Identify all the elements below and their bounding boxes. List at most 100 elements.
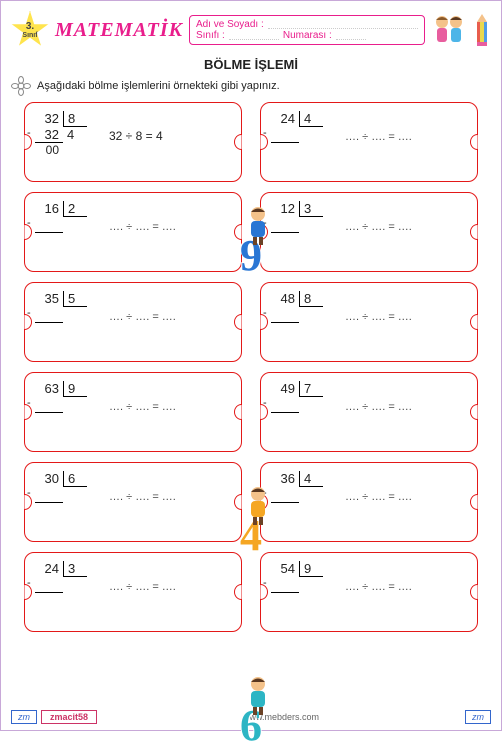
minus-sign: -: [27, 487, 31, 499]
quotient-blank[interactable]: [63, 577, 71, 593]
dividend: 63: [35, 381, 63, 397]
divisor: 2: [63, 201, 87, 217]
long-division[interactable]: 24 4 -: [271, 111, 331, 143]
blank-equation[interactable]: …. ÷ …. = ….: [109, 311, 176, 323]
instruction-row: Aşağıdaki bölme işlemlerini örnekteki gi…: [11, 76, 491, 96]
blank-equation[interactable]: …. ÷ …. = ….: [109, 491, 176, 503]
subtract-blank[interactable]: [271, 577, 299, 593]
long-division[interactable]: 24 3 -: [35, 561, 95, 593]
divisor: 8: [299, 291, 323, 307]
blank-equation[interactable]: …. ÷ …. = ….: [109, 221, 176, 233]
quotient-blank[interactable]: [299, 127, 307, 143]
problem-card: 48 8 - …. ÷ …. = ….: [260, 282, 478, 362]
child-icon: [234, 672, 282, 720]
blank-equation[interactable]: …. ÷ …. = ….: [345, 491, 412, 503]
class-label: Sınıfı :: [196, 30, 225, 41]
subtract-blank[interactable]: [271, 307, 299, 323]
quotient-blank[interactable]: [63, 487, 71, 503]
subtract-blank[interactable]: [35, 307, 63, 323]
decoration-6: 6: [240, 700, 262, 751]
example-card: 32 8 - 32 4 00 32 ÷ 8 = 4: [24, 102, 242, 182]
quotient-blank[interactable]: [63, 397, 71, 413]
long-division[interactable]: 30 6 -: [35, 471, 95, 503]
subtract-blank[interactable]: [271, 127, 299, 143]
subtract-blank[interactable]: [35, 577, 63, 593]
quotient-blank[interactable]: [299, 397, 307, 413]
instruction-text: Aşağıdaki bölme işlemlerini örnekteki gi…: [37, 80, 280, 92]
blank-equation[interactable]: …. ÷ …. = ….: [345, 311, 412, 323]
header: 3. Sınıf MATEMATİK Adı ve Soyadı : Sınıf…: [11, 11, 491, 49]
subject-title: MATEMATİK: [55, 19, 183, 42]
problem-card: 49 7 - …. ÷ …. = ….: [260, 372, 478, 452]
divisor: 3: [299, 201, 323, 217]
minus-sign: -: [263, 127, 267, 139]
quotient-blank[interactable]: [299, 487, 307, 503]
student-info-box: Adı ve Soyadı : Sınıfı : Numarası :: [189, 15, 425, 45]
blank-equation[interactable]: …. ÷ …. = ….: [345, 401, 412, 413]
number-field[interactable]: [336, 30, 366, 40]
divisor: 6: [63, 471, 87, 487]
blank-equation[interactable]: …. ÷ …. = ….: [109, 581, 176, 593]
minus-sign: -: [263, 397, 267, 409]
subtract-blank[interactable]: [35, 487, 63, 503]
subtract-blank[interactable]: [35, 217, 63, 233]
quotient-blank[interactable]: [63, 307, 71, 323]
footer-badge-left: zm: [11, 710, 37, 724]
class-field[interactable]: [229, 30, 279, 40]
decoration-9: 9: [240, 230, 262, 281]
dividend: 24: [35, 561, 63, 577]
long-division[interactable]: 16 2 -: [35, 201, 95, 233]
remainder: 00: [35, 143, 63, 157]
long-division[interactable]: 35 5 -: [35, 291, 95, 323]
minus-sign: -: [27, 217, 31, 229]
problem-card: 24 3 - …. ÷ …. = ….: [24, 552, 242, 632]
subtract-value: 32: [35, 127, 63, 143]
long-division[interactable]: 63 9 -: [35, 381, 95, 413]
page-title: BÖLME İŞLEMİ: [11, 57, 491, 72]
blank-equation[interactable]: …. ÷ …. = ….: [109, 401, 176, 413]
long-division[interactable]: 48 8 -: [271, 291, 331, 323]
quotient-blank[interactable]: [299, 217, 307, 233]
number-label: Numarası :: [283, 30, 332, 41]
grade-badge: 3. Sınıf: [11, 11, 49, 49]
subtract-blank[interactable]: [35, 397, 63, 413]
blank-equation[interactable]: …. ÷ …. = ….: [345, 581, 412, 593]
problem-card: 12 3 - …. ÷ …. = ….: [260, 192, 478, 272]
worksheet-page: 3. Sınıf MATEMATİK Adı ve Soyadı : Sınıf…: [0, 0, 502, 731]
quotient-blank[interactable]: [299, 577, 307, 593]
problem-card: 30 6 - …. ÷ …. = ….: [24, 462, 242, 542]
minus-sign: -: [263, 307, 267, 319]
dividend: 54: [271, 561, 299, 577]
long-division[interactable]: 49 7 -: [271, 381, 331, 413]
divisor: 7: [299, 381, 323, 397]
quotient-blank[interactable]: [63, 217, 71, 233]
dividend: 30: [35, 471, 63, 487]
dividend: 48: [271, 291, 299, 307]
blank-equation[interactable]: …. ÷ …. = ….: [345, 131, 412, 143]
problem-card: 35 5 - …. ÷ …. = ….: [24, 282, 242, 362]
dividend: 49: [271, 381, 299, 397]
divisor: 5: [63, 291, 87, 307]
blank-equation[interactable]: …. ÷ …. = ….: [345, 221, 412, 233]
grade-number: 3.: [26, 22, 34, 32]
kids-icon: [431, 12, 467, 48]
row-3: 35 5 - …. ÷ …. = …. 48 8 - …: [11, 282, 491, 362]
divisor: 3: [63, 561, 87, 577]
subtract-blank[interactable]: [271, 397, 299, 413]
dividend: 16: [35, 201, 63, 217]
dividend: 35: [35, 291, 63, 307]
decoration-4: 4: [240, 510, 262, 561]
divisor: 4: [299, 471, 323, 487]
grade-label: Sınıf: [22, 32, 37, 39]
quotient-blank[interactable]: [299, 307, 307, 323]
problem-card: 63 9 - …. ÷ …. = ….: [24, 372, 242, 452]
minus-sign: -: [27, 127, 31, 139]
dividend: 32: [35, 111, 63, 127]
child-icon: [234, 482, 282, 530]
name-field[interactable]: [268, 19, 418, 29]
long-division-example: 32 8 - 32 4 00: [35, 111, 95, 157]
pencil-icon: [473, 12, 491, 48]
divisor: 9: [63, 381, 87, 397]
long-division[interactable]: 54 9 -: [271, 561, 331, 593]
dividend: 24: [271, 111, 299, 127]
